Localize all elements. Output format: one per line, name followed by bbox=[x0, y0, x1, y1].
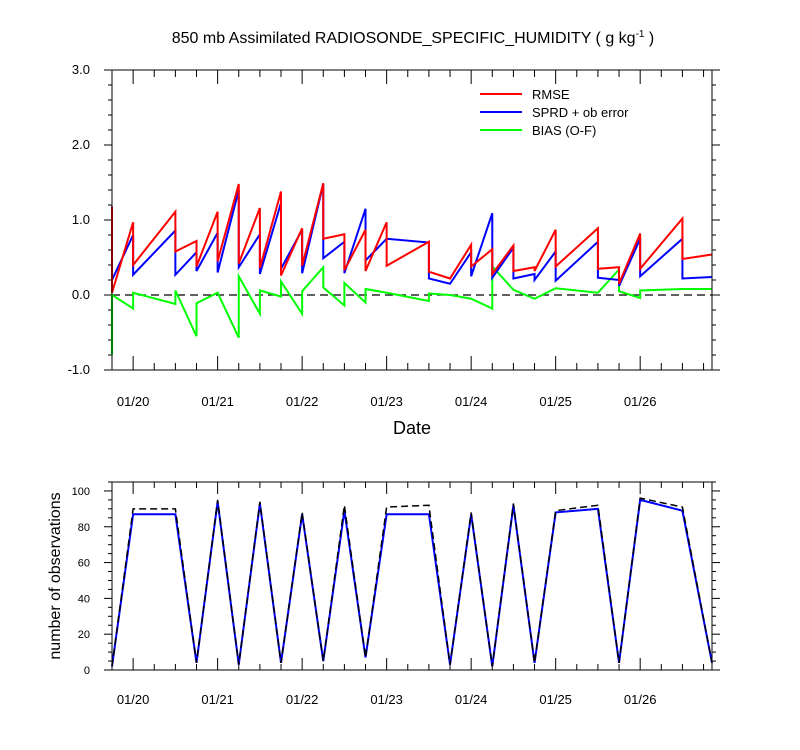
title-end: ) bbox=[644, 30, 654, 47]
bottom-plot-frame bbox=[111, 481, 713, 671]
y-tick-label: 40 bbox=[78, 593, 90, 605]
bottom-ticks bbox=[104, 481, 720, 671]
x-tick-label: 01/20 bbox=[117, 394, 150, 409]
x-tick-label: 01/23 bbox=[370, 394, 403, 409]
y-tick-label: 2.0 bbox=[72, 137, 90, 152]
legend-label: BIAS (O-F) bbox=[532, 123, 596, 138]
x-tick-label: 01/24 bbox=[455, 394, 488, 409]
y-tick-label: 60 bbox=[78, 558, 90, 570]
top-y-tick-labels: -1.0 0.0 1.0 2.0 3.0 bbox=[68, 62, 90, 377]
legend: RMSE SPRD + ob error BIAS (O-F) bbox=[480, 87, 629, 138]
legend-label: RMSE bbox=[532, 87, 570, 102]
y-tick-label: 100 bbox=[72, 486, 90, 498]
y-tick-label: 3.0 bbox=[72, 62, 90, 77]
x-tick-label: 01/21 bbox=[201, 692, 234, 707]
bottom-x-tick-labels: 01/20 01/21 01/22 01/23 01/24 01/25 01/26 bbox=[117, 692, 657, 707]
y-tick-label: 0 bbox=[84, 665, 90, 677]
title-superscript: -1 bbox=[636, 29, 645, 40]
x-tick-label: 01/24 bbox=[455, 692, 488, 707]
x-tick-label: 01/21 bbox=[201, 394, 234, 409]
bottom-y-tick-labels: 0 20 40 60 80 100 bbox=[72, 486, 90, 677]
x-tick-label: 01/20 bbox=[117, 692, 150, 707]
x-tick-label: 01/23 bbox=[370, 692, 403, 707]
x-tick-label: 01/22 bbox=[286, 394, 319, 409]
x-axis-label: Date bbox=[393, 418, 431, 438]
series-line-sprd-ob-error bbox=[111, 183, 713, 287]
series-line-rmse bbox=[111, 183, 713, 294]
y-tick-label: 20 bbox=[78, 629, 90, 641]
top-panel: -1.00.01.02.03.0 01/20 01/21 01/22 01/23 01/… bbox=[68, 62, 720, 438]
y-tick-label: -1.0 bbox=[68, 362, 90, 377]
y-tick-label: 1.0 bbox=[72, 212, 90, 227]
y-tick-label: 80 bbox=[78, 522, 90, 534]
bottom-series bbox=[111, 497, 713, 667]
title-main: 850 mb Assimilated RADIOSONDE_SPECIFIC_H… bbox=[172, 30, 636, 47]
top-x-tick-labels: 01/20 01/21 01/22 01/23 01/24 01/25 01/26 bbox=[117, 394, 657, 409]
series-line-bias-o-f bbox=[111, 263, 712, 355]
y-axis-label: number of observations bbox=[47, 492, 64, 659]
y-tick-label: 0.0 bbox=[72, 287, 90, 302]
x-tick-label: 01/25 bbox=[539, 394, 572, 409]
top-plot-frame bbox=[111, 69, 713, 371]
x-tick-label: 01/26 bbox=[624, 692, 657, 707]
legend-label: SPRD + ob error bbox=[532, 105, 629, 120]
chart-title: 850 mb Assimilated RADIOSONDE_SPECIFIC_H… bbox=[172, 29, 655, 47]
top-series bbox=[111, 183, 713, 355]
x-tick-label: 01/26 bbox=[624, 394, 657, 409]
x-tick-label: 01/22 bbox=[286, 692, 319, 707]
series-line-possible bbox=[111, 497, 713, 667]
x-tick-label: 01/25 bbox=[539, 692, 572, 707]
